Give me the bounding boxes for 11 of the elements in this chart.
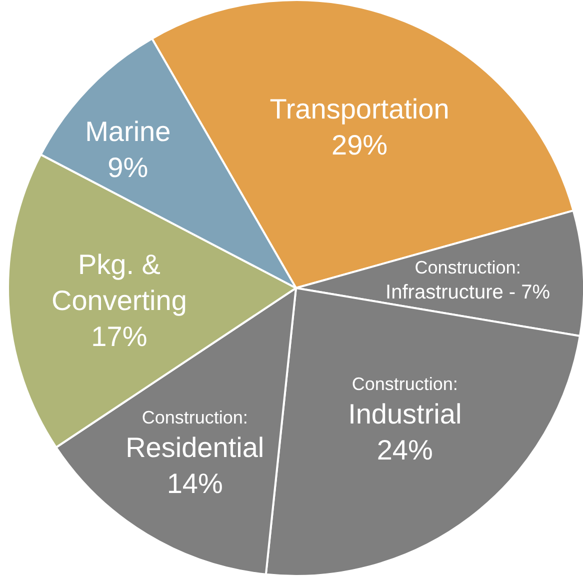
data-label: 14% bbox=[166, 468, 223, 500]
slice-label: Construction: Infrastructure - 7% bbox=[386, 257, 550, 304]
data-label: 9% bbox=[108, 152, 148, 183]
slice-label: Transportation bbox=[270, 93, 450, 124]
data-label: 29% bbox=[332, 129, 388, 160]
slice-label: Marine bbox=[85, 116, 171, 147]
data-label: 17% bbox=[91, 321, 148, 352]
slice-label: Pkg. & Converting bbox=[52, 249, 187, 316]
slice-label: Construction: Industrial bbox=[348, 374, 462, 430]
slice-label: Construction: Residential bbox=[126, 408, 264, 464]
data-label: 24% bbox=[376, 434, 433, 466]
